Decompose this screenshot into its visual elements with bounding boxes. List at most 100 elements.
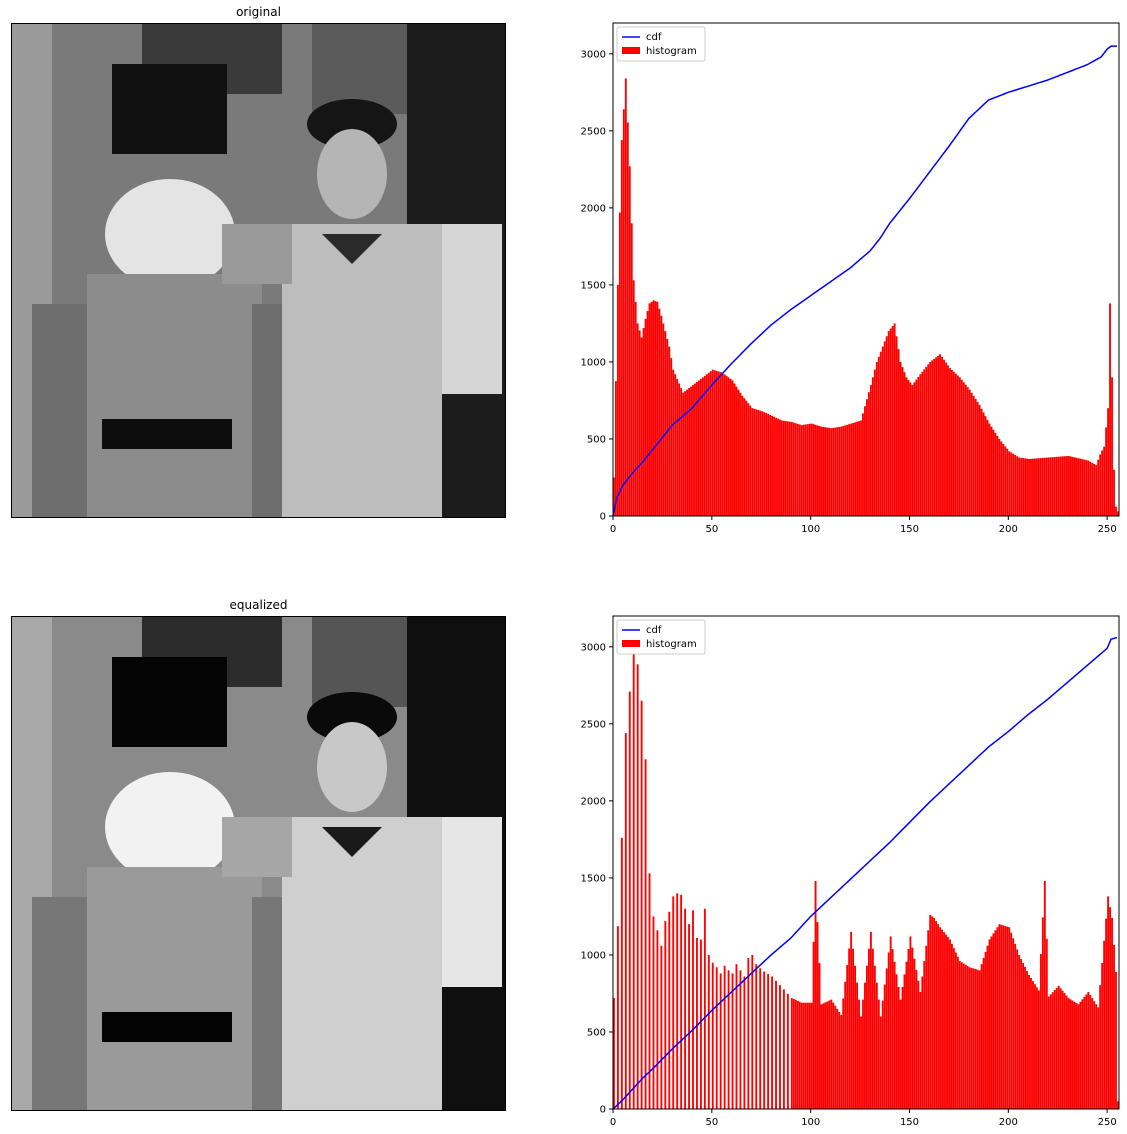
histogram-bar <box>696 381 698 516</box>
histogram-bar <box>711 962 714 1109</box>
original-photo-illustration <box>12 24 505 517</box>
histogram-bar <box>992 933 995 1109</box>
histogram-bar <box>893 323 896 516</box>
histogram-bar <box>725 375 728 516</box>
histogram-bar <box>644 759 647 1109</box>
histogram-bar <box>1022 962 1025 1109</box>
histogram-bar <box>723 374 726 516</box>
histogram-bar <box>1045 938 1048 1109</box>
histogram-bar <box>1071 1000 1074 1109</box>
histogram-bar <box>818 963 821 1109</box>
histogram-bar <box>727 970 730 1109</box>
y-tick-label: 0 <box>600 1105 606 1116</box>
histogram-bar <box>1006 926 1009 1109</box>
original-image-title: original <box>236 5 281 19</box>
histogram-bar <box>1065 995 1068 1109</box>
histogram-bar <box>1057 456 1060 516</box>
x-tick-label: 150 <box>900 524 919 535</box>
histogram-bar <box>1097 1007 1100 1109</box>
histogram-bar <box>1093 1001 1096 1109</box>
histogram-bar <box>1087 991 1090 1109</box>
y-tick-label: 3000 <box>581 49 606 60</box>
y-tick-label: 3000 <box>581 642 606 653</box>
histogram-bar <box>883 341 886 516</box>
histogram-bar <box>862 413 864 516</box>
y-tick-label: 500 <box>587 434 606 445</box>
histogram-bar <box>808 1002 811 1109</box>
histogram-bar <box>862 999 864 1109</box>
histogram-bar <box>804 424 807 516</box>
histogram-bar <box>731 380 734 516</box>
histogram-bar <box>962 382 965 516</box>
histogram-bar <box>737 389 740 516</box>
histogram-bar <box>909 382 912 516</box>
histogram-bar <box>931 916 934 1109</box>
histogram-bar <box>844 425 847 516</box>
histogram-bar <box>676 378 679 516</box>
histogram-bar <box>947 365 949 516</box>
histogram-bar <box>1030 458 1032 516</box>
histogram-bar <box>828 427 831 516</box>
histogram-bar <box>636 323 639 516</box>
histogram-bar <box>893 961 896 1109</box>
histogram-bar <box>889 328 892 516</box>
histogram-bar <box>970 392 973 516</box>
x-tick-label: 50 <box>705 524 718 535</box>
histogram-bar <box>901 986 904 1109</box>
histogram-bar <box>856 421 858 516</box>
histogram-bar <box>767 414 770 516</box>
histogram-bar <box>1022 458 1025 516</box>
histogram-bar <box>1083 996 1086 1109</box>
histogram-bar <box>672 896 675 1109</box>
histogram-bar <box>1041 917 1044 1109</box>
histogram-bar <box>911 947 914 1109</box>
histogram-bar <box>1018 457 1021 516</box>
histogram-bar <box>992 429 995 516</box>
histogram-bar <box>1034 984 1036 1109</box>
histogram-bar <box>674 374 677 516</box>
histogram-bar <box>701 377 704 516</box>
histogram-bar <box>899 361 902 516</box>
x-tick-label: 0 <box>610 524 616 535</box>
histogram-bar <box>923 961 926 1109</box>
histogram-bar <box>820 426 823 516</box>
histogram-bar <box>988 939 991 1109</box>
histogram-bar <box>1101 450 1104 516</box>
x-tick-label: 0 <box>610 1117 616 1128</box>
cdf-line <box>612 45 1118 517</box>
histogram-bar <box>976 401 979 516</box>
histogram-bar <box>1079 458 1082 516</box>
histogram-bar <box>1004 925 1007 1109</box>
histogram-bar <box>1097 459 1100 516</box>
histogram-bar <box>690 386 692 516</box>
histogram-bar <box>684 908 687 1109</box>
histogram-bar <box>613 477 615 516</box>
histogram-bar <box>1024 458 1027 516</box>
y-tick-label: 1000 <box>581 357 606 368</box>
histogram-bar <box>763 412 766 516</box>
histogram-bar <box>848 424 851 516</box>
histogram-bar <box>763 971 766 1109</box>
histogram-bar <box>802 424 805 516</box>
histogram-bar <box>978 405 981 516</box>
histogram-bar <box>1032 458 1034 516</box>
histogram-bar <box>699 939 702 1109</box>
histogram-bar <box>972 395 975 516</box>
histogram-bar <box>782 989 785 1109</box>
histogram-bar <box>915 969 918 1109</box>
histogram-bar <box>735 964 738 1109</box>
histogram-bar <box>820 1004 823 1109</box>
histogram-bar <box>1117 1101 1119 1109</box>
histogram-bar <box>984 951 987 1109</box>
histogram-bar <box>644 318 647 516</box>
histogram-bar <box>822 1003 825 1109</box>
axes-frame <box>612 22 1120 517</box>
histogram-bar <box>624 78 627 517</box>
histogram-bar <box>1010 932 1013 1109</box>
histogram-bar <box>852 948 855 1109</box>
histogram-bar <box>1043 457 1046 516</box>
histogram-bar <box>616 926 619 1109</box>
histogram-bar <box>994 930 997 1109</box>
histogram-bar <box>960 379 963 516</box>
histogram-bar <box>952 371 955 516</box>
